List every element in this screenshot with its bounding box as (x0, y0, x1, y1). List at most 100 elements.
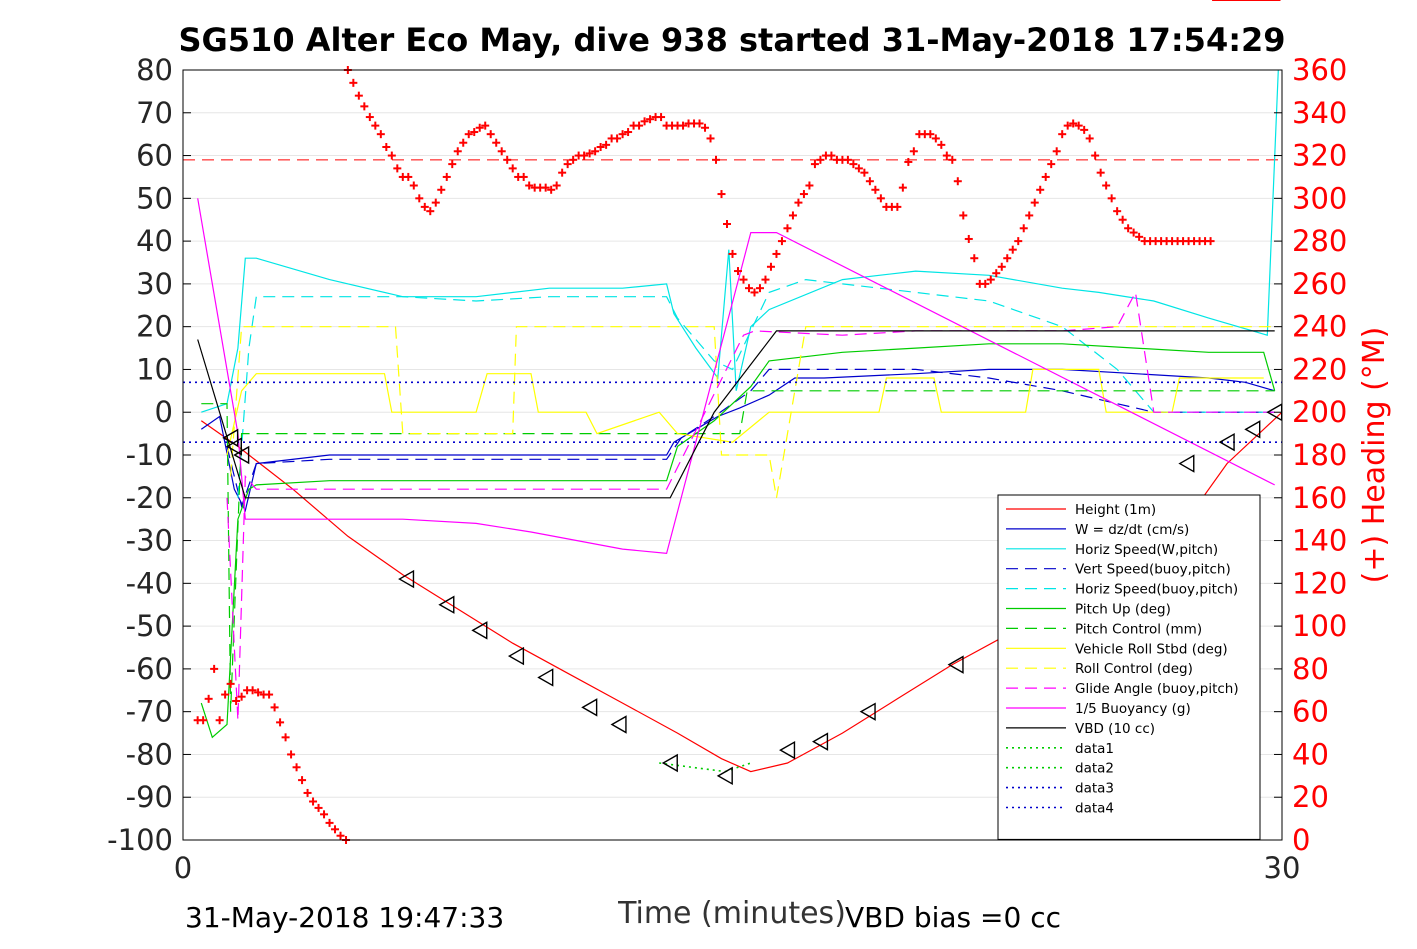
legend: Height (1m) W = dz/dt (cm/s) Horiz Speed(W… (997, 494, 1261, 840)
y2-tick-label: 320 (1292, 139, 1347, 173)
heading-point (475, 123, 484, 132)
heading-point (1129, 228, 1138, 237)
heading-point (635, 121, 644, 130)
y2-tick-label: 260 (1292, 267, 1347, 301)
legend-label: data3 (1075, 781, 1114, 797)
legend-label: Vert Speed(buoy,pitch) (1075, 562, 1231, 578)
heading-point (459, 138, 468, 147)
heading-point (1102, 181, 1111, 190)
heading-point (810, 160, 819, 169)
heading-point (992, 269, 1001, 278)
y-tick-label: -80 (126, 737, 173, 771)
y-tick-label: -100 (107, 823, 173, 857)
heading-point (871, 185, 880, 194)
heading-point (563, 160, 572, 169)
heading-point (1008, 245, 1017, 254)
heading-point (1058, 130, 1067, 139)
heading-point (1041, 172, 1050, 181)
height-marker (1218, 432, 1235, 452)
heading-point (453, 147, 462, 156)
heading-point (646, 115, 655, 124)
heading-point (657, 113, 666, 122)
heading-point (805, 181, 814, 190)
heading-point (481, 121, 490, 130)
heading-point (349, 78, 358, 87)
heading-point (580, 151, 589, 160)
heading-point (1091, 151, 1100, 160)
heading-point (415, 194, 424, 203)
heading-point (860, 168, 869, 177)
height-marker (507, 646, 525, 666)
y-tick-label: 30 (136, 267, 173, 301)
height-marker (716, 766, 733, 786)
heading-point (942, 151, 951, 160)
height-marker (225, 437, 242, 456)
heading-point (1206, 237, 1215, 246)
legend-label: W = dz/dt (cm/s) (1075, 522, 1189, 538)
heading-point (849, 160, 858, 169)
y2-tick-label: 40 (1292, 737, 1329, 771)
series-line-5 (200, 343, 1276, 739)
heading-point (371, 121, 380, 130)
heading-point (210, 664, 219, 673)
heading-point (970, 254, 979, 263)
legend-label: Pitch Control (mm) (1075, 621, 1202, 637)
legend-label: Vehicle Roll Stbd (deg) (1075, 641, 1228, 657)
heading-point (354, 91, 363, 100)
heading-point (750, 288, 759, 297)
height-marker (610, 715, 627, 734)
heading-point (1113, 207, 1122, 216)
heading-point (281, 733, 290, 742)
y-tick-label: -90 (126, 780, 173, 814)
y-tick-label: 0 (155, 395, 173, 429)
y-tick-label: 50 (136, 181, 173, 215)
heading-point (365, 113, 374, 122)
heading-point (409, 181, 418, 190)
y-tick-label: -30 (126, 524, 173, 558)
heading-point (382, 143, 391, 151)
heading-point (569, 155, 578, 164)
heading-point (1003, 254, 1012, 263)
y-tick-label: 70 (136, 96, 173, 130)
heading-point (788, 211, 797, 220)
x-tick-label: 0 (174, 851, 192, 885)
x-axis-label: Time (minutes) (617, 896, 846, 931)
heading-point (309, 797, 318, 806)
heading-point (926, 130, 935, 139)
heading-point (448, 160, 457, 169)
heading-point (799, 190, 808, 199)
legend-label: Glide Angle (buoy,pitch) (1075, 681, 1239, 697)
heading-point (909, 147, 918, 156)
heading-point (298, 776, 307, 785)
heading-point (1019, 224, 1028, 233)
y-tick-label: 80 (136, 53, 173, 87)
legend-label: data4 (1075, 801, 1114, 817)
heading-point (226, 679, 235, 688)
height-marker (233, 445, 250, 465)
heading-point (937, 140, 946, 149)
heading-point (723, 220, 732, 228)
plot-area (183, 0, 1283, 844)
heading-point (783, 224, 792, 233)
heading-point (591, 147, 600, 156)
heading-point (519, 172, 528, 181)
heading-point (986, 275, 995, 284)
legend-label: Pitch Up (deg) (1075, 602, 1171, 618)
y2-tick-label: 180 (1292, 438, 1347, 472)
y2-tick-label: 200 (1292, 395, 1347, 429)
heading-point (596, 143, 605, 151)
y2-tick-label: 240 (1292, 310, 1347, 344)
heading-point (426, 207, 435, 216)
heading-point (893, 202, 902, 211)
y-tick-label: 20 (136, 310, 173, 344)
heading-point (541, 183, 550, 192)
heading-point (265, 690, 274, 699)
heading-point (755, 284, 764, 293)
heading-point (854, 164, 863, 173)
heading-point (270, 703, 279, 712)
heading-point (1124, 224, 1133, 233)
heading-point (997, 262, 1006, 271)
heading-point (964, 234, 973, 243)
